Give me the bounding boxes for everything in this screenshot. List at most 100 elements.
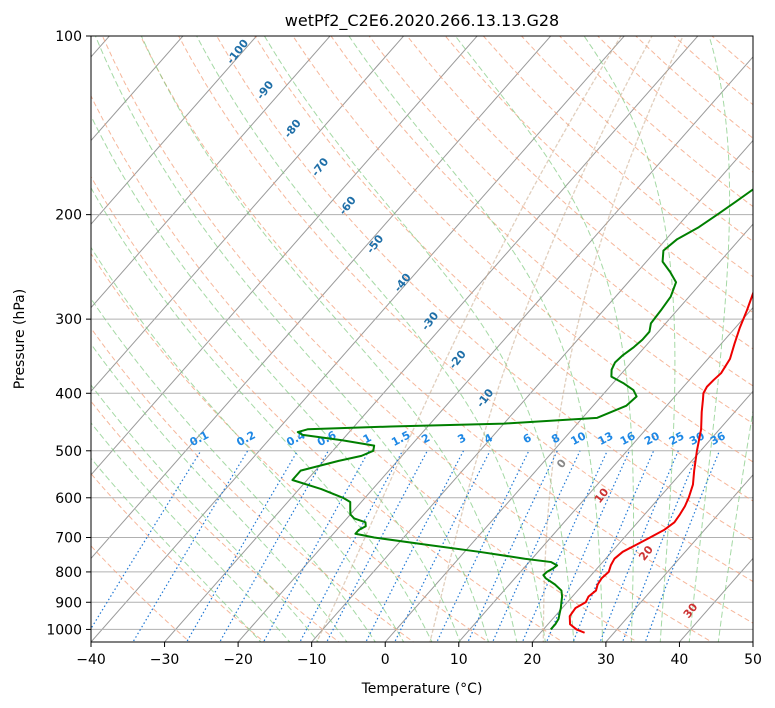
x-tick-label: −30 xyxy=(150,652,180,668)
isotherm-line xyxy=(91,36,478,476)
moist-adiabat-line xyxy=(91,384,320,642)
x-tick-label: −10 xyxy=(297,652,327,668)
y-tick-label: 600 xyxy=(55,491,82,507)
x-tick-label: 30 xyxy=(597,652,615,668)
dry-adiabat-line xyxy=(520,36,753,243)
dry-adiabat-line xyxy=(292,36,753,463)
mixing-ratio-line xyxy=(185,450,299,642)
isotherm-line xyxy=(91,36,258,225)
isotherm-line xyxy=(91,36,552,560)
mixing-ratio-line xyxy=(91,450,202,630)
dry-adiabat-line xyxy=(91,252,489,642)
dry-adiabat-label: -100 xyxy=(224,37,251,67)
dry-adiabat-label: 40 xyxy=(725,658,745,678)
dry-adiabat-label: 30 xyxy=(681,600,701,620)
dry-adiabat-label: -30 xyxy=(419,309,442,333)
moist-adiabat-line xyxy=(688,36,731,642)
dry-adiabat-label: -90 xyxy=(254,78,277,102)
dry-adiabat-line xyxy=(91,400,340,642)
dry-adiabat-line xyxy=(330,36,753,425)
moist-adiabat-line xyxy=(94,36,489,642)
background-lines xyxy=(91,36,753,642)
dry-adiabat-line xyxy=(91,175,564,642)
mixing-ratio-line xyxy=(572,450,655,642)
dry-adiabat-line xyxy=(101,36,713,642)
y-tick-label: 200 xyxy=(55,208,82,224)
mixing-ratio-line xyxy=(621,450,700,642)
mixing-ratio-line xyxy=(492,450,581,642)
y-tick-label: 400 xyxy=(55,386,82,402)
y-tick-label: 300 xyxy=(55,312,82,328)
x-tick-label: 40 xyxy=(671,652,689,668)
isotherm-line xyxy=(531,390,753,642)
isotherm-line xyxy=(458,306,753,642)
isotherm-line xyxy=(384,223,753,642)
dry-adiabat-line xyxy=(711,36,753,72)
contour-labels: -100-90-80-70-60-50-40-30-20-10010203040… xyxy=(188,37,745,678)
isotherm-line xyxy=(91,36,184,142)
moist-adiabat-line xyxy=(91,246,405,642)
mixing-ratio-line xyxy=(599,450,679,642)
mixing-ratio-label: 20 xyxy=(642,429,662,448)
theta-e-line xyxy=(429,36,653,642)
x-tick-label: 20 xyxy=(523,652,541,668)
mixing-ratio-label: 1.5 xyxy=(389,428,412,449)
x-tick-label: −40 xyxy=(76,652,106,668)
temperature-profile xyxy=(568,290,753,634)
moist-adiabat-line xyxy=(348,36,604,642)
mixing-ratio-label: 0.2 xyxy=(234,428,257,449)
dry-adiabat-line xyxy=(178,36,753,583)
y-tick-label: 500 xyxy=(55,444,82,460)
dry-adiabat-line xyxy=(139,36,753,624)
mixing-ratio-line xyxy=(132,450,249,642)
y-tick-label: 800 xyxy=(55,565,82,581)
mixing-ratio-label: 0.1 xyxy=(188,428,211,449)
moist-adiabat-line xyxy=(717,407,753,642)
dry-adiabat-line xyxy=(597,36,753,173)
x-tick-label: 10 xyxy=(450,652,468,668)
dry-adiabat-label: -50 xyxy=(364,232,387,256)
dry-adiabat-label: -70 xyxy=(309,155,332,179)
dry-adiabat-label: 20 xyxy=(636,543,656,563)
sounding-profiles xyxy=(291,188,753,634)
moist-adiabat-line xyxy=(91,422,291,642)
x-tick-label: 0 xyxy=(381,652,390,668)
mixing-ratio-line xyxy=(219,450,329,642)
dry-adiabat-label: -80 xyxy=(281,117,304,141)
dry-adiabat-line xyxy=(673,36,753,106)
isotherm-line xyxy=(752,641,753,642)
dry-adiabat-line xyxy=(406,36,753,350)
mixing-ratio-line xyxy=(521,450,608,642)
theta-e-line xyxy=(315,36,622,642)
y-tick-label: 1000 xyxy=(46,622,82,638)
dry-adiabat-line xyxy=(91,472,266,642)
dry-adiabat-label: 10 xyxy=(592,485,612,505)
mixing-ratio-label: 3 xyxy=(455,431,468,446)
isotherm-line xyxy=(605,474,753,642)
moist-adiabat-line xyxy=(454,36,635,642)
mixing-ratio-label: 4 xyxy=(482,431,495,446)
moist-adiabat-line xyxy=(91,114,461,642)
dry-adiabat-line xyxy=(91,545,191,642)
dry-adiabat-label: -20 xyxy=(446,348,469,372)
mixing-ratio-label: 2 xyxy=(419,431,432,446)
moist-adiabat-line xyxy=(140,36,518,642)
mixing-ratio-label: 30 xyxy=(687,429,707,448)
mixing-ratio-line xyxy=(644,450,721,642)
mixing-ratio-label: 10 xyxy=(569,429,589,448)
isotherm-line xyxy=(91,36,625,642)
theta-e-line xyxy=(542,36,684,642)
mixing-ratio-label: 36 xyxy=(708,429,728,448)
plot-frame xyxy=(90,35,754,643)
isotherm-line xyxy=(678,557,753,642)
moist-adiabat-line xyxy=(583,36,676,642)
mixing-ratio-line xyxy=(299,450,404,642)
moist-adiabat-line xyxy=(91,457,262,642)
y-tick-label: 900 xyxy=(55,595,82,611)
dry-adiabat-label: -60 xyxy=(336,194,359,218)
y-tick-label: 700 xyxy=(55,531,82,547)
axes: −40 −30 −20 −10 0 10 20 30 40 5010009008007006005… xyxy=(46,29,762,668)
isotherm-line xyxy=(237,56,753,642)
x-tick-label: −20 xyxy=(223,652,253,668)
isotherm-line xyxy=(310,139,753,642)
